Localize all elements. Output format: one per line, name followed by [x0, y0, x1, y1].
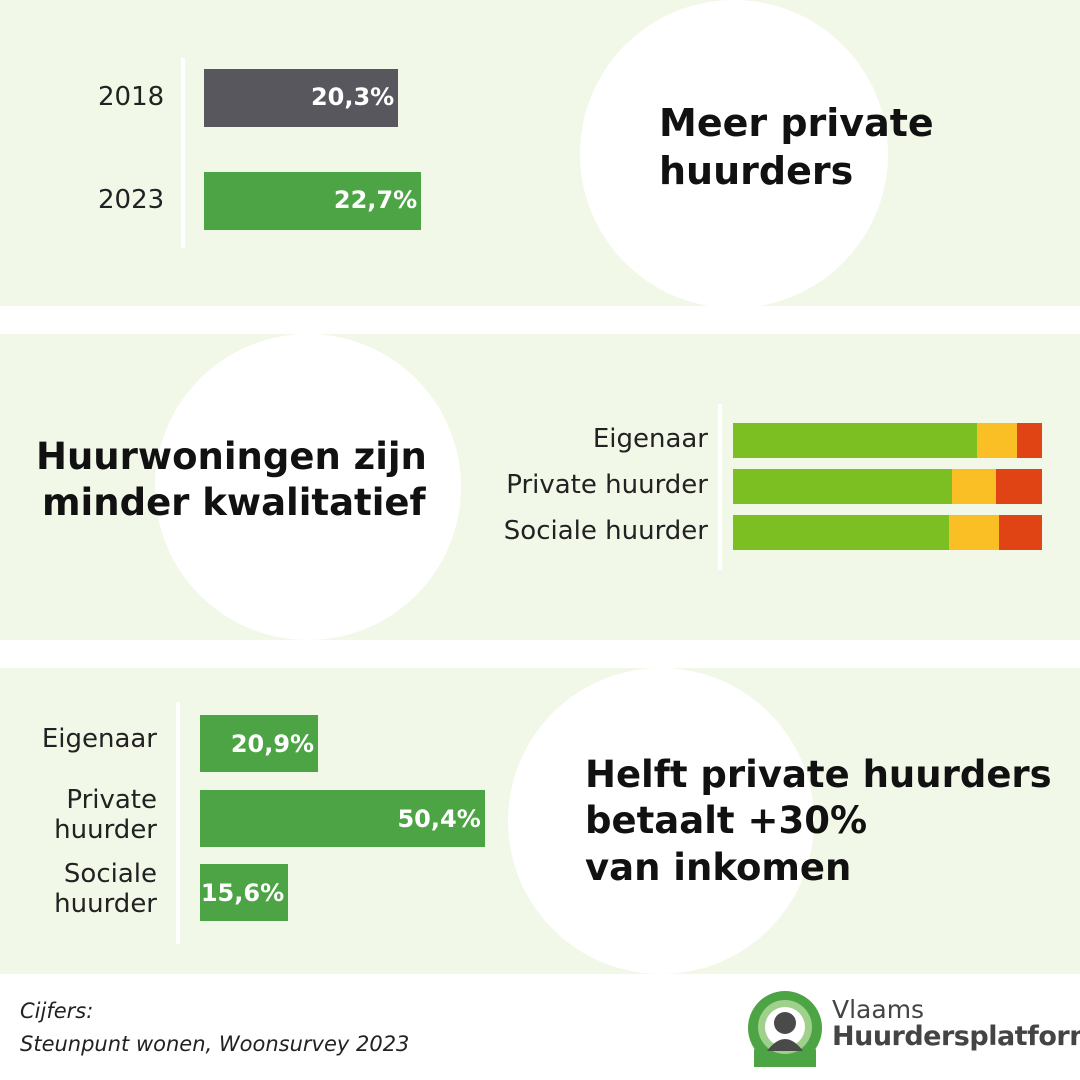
- headline-line: van inkomen: [585, 845, 852, 889]
- bar: [200, 715, 319, 772]
- category-label: Eigenaar: [592, 424, 708, 454]
- stacked-segment: [733, 469, 953, 504]
- data-label: 15,6%: [200, 879, 285, 907]
- source-label: Cijfers:: [20, 999, 94, 1023]
- bar: [204, 172, 422, 230]
- headline-line: Huurwoningen zijn: [36, 435, 427, 478]
- category-label: Sociale huurder: [503, 516, 708, 546]
- headline-line: betaalt +30%: [585, 799, 868, 843]
- stacked-segment: [1017, 423, 1042, 458]
- headline-line: minder kwalitatief: [42, 481, 426, 525]
- tenant-logo-icon: [748, 991, 822, 1067]
- category-label: Private huurder: [506, 470, 708, 500]
- brand-logo: Vlaams Huurdersplatform: [746, 989, 1080, 1069]
- bar: [204, 69, 399, 127]
- category-label-line: huurder: [54, 814, 157, 845]
- headline-line: Helft private huurders: [585, 753, 1052, 796]
- stacked-segment: [998, 515, 1042, 550]
- category-label: Eigenaar: [41, 724, 157, 755]
- data-label: 22,7%: [333, 186, 418, 214]
- source-note: Cijfers: Steunpunt wonen, Woonsurvey 202…: [20, 995, 409, 1060]
- panel-rent-burden: Helft private huurders betaalt +30% van …: [0, 668, 1080, 974]
- panel-private-renters: Meer private huurders 2018 20,3% 2023 22,7%: [0, 0, 1080, 306]
- stacked-segment: [995, 469, 1042, 504]
- stacked-segment: [952, 469, 996, 504]
- headline-line: Meer private: [659, 101, 934, 145]
- category-label-line: Sociale: [63, 859, 157, 889]
- chart-axis: [176, 702, 180, 944]
- chart-axis: [718, 404, 722, 570]
- category-label: Private huurder: [54, 785, 157, 846]
- category-label: 2018: [98, 82, 165, 112]
- category-label: Sociale huurder: [54, 859, 157, 920]
- stacked-segment: [733, 515, 950, 550]
- headline-circle: [580, 0, 888, 306]
- category-label-line: Private: [66, 785, 157, 815]
- category-label-line: huurder: [54, 888, 157, 919]
- bar: [200, 864, 289, 921]
- headline-circle: [508, 668, 814, 974]
- logo-text: Huurdersplatform: [832, 1021, 1080, 1052]
- data-label: 20,9%: [230, 730, 315, 758]
- source-text: Steunpunt wonen, Woonsurvey 2023: [20, 1031, 410, 1056]
- headline-line: huurders: [659, 148, 854, 193]
- category-label: 2023: [98, 185, 165, 215]
- stacked-segment: [949, 515, 999, 550]
- category-label-line: Eigenaar: [41, 724, 157, 754]
- data-label: 50,4%: [397, 805, 481, 833]
- panel-housing-quality: Huurwoningen zijn minder kwalitatief Eig…: [0, 334, 1080, 640]
- bar: [200, 790, 485, 847]
- chart-axis: [181, 58, 185, 248]
- data-label: 20,3%: [310, 83, 395, 111]
- headline-circle: [155, 334, 461, 640]
- headline-housing-quality: Huurwoningen zijn minder kwalitatief: [36, 434, 427, 527]
- headline-rent-burden: Helft private huurders betaalt +30% van …: [585, 752, 1052, 891]
- logo-text: Vlaams: [832, 995, 925, 1024]
- stacked-segment: [977, 423, 1018, 458]
- stacked-segment: [733, 423, 978, 458]
- headline-private-renters: Meer private huurders: [659, 100, 934, 195]
